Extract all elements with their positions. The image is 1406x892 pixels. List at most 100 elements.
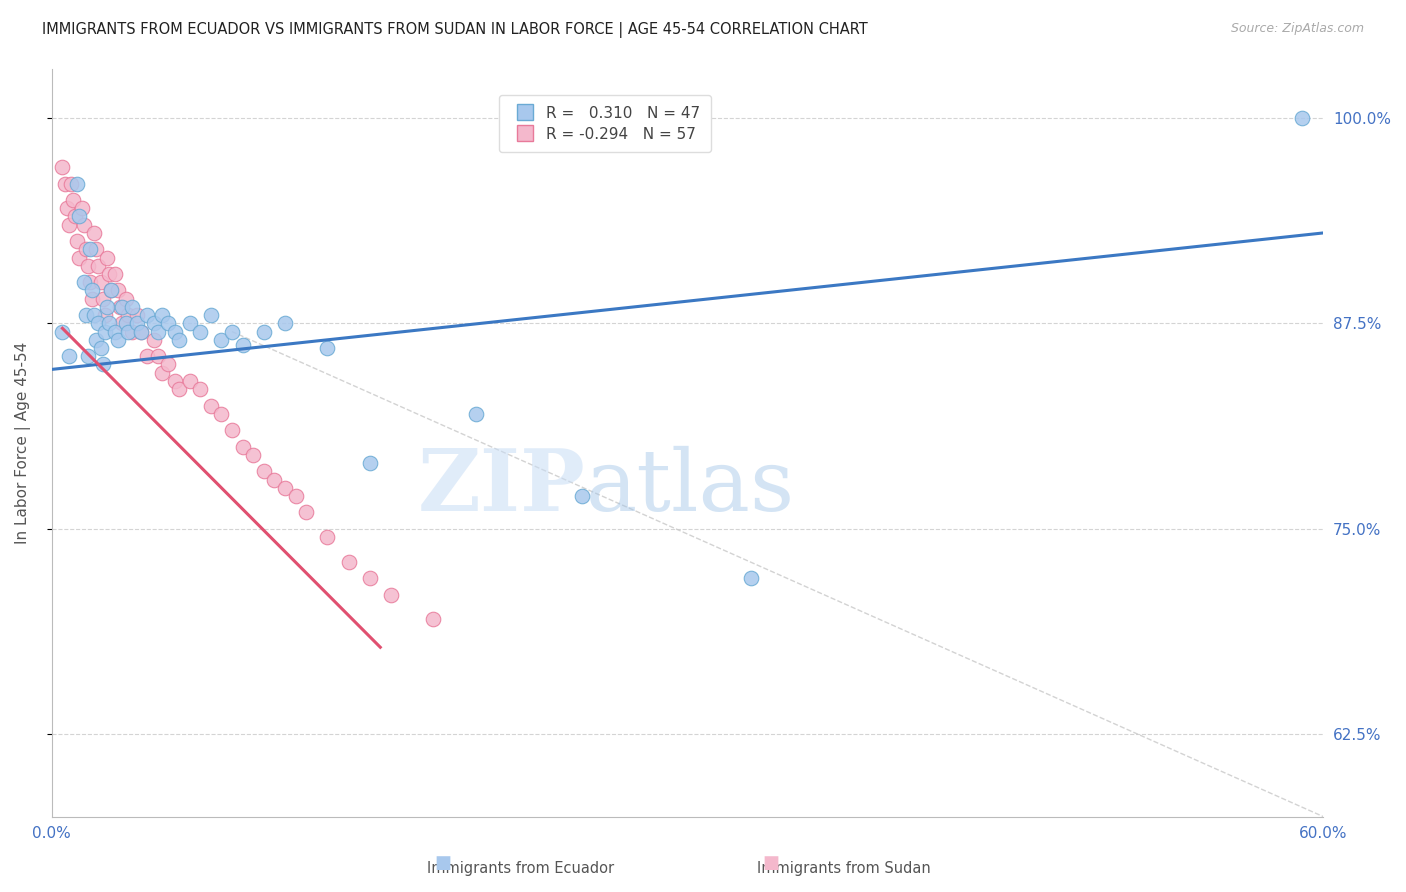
Point [51,325,73,339]
Point [163,325,186,339]
Point [94,325,117,339]
Point [62,193,84,207]
Point [82,292,104,306]
Point [66,234,89,248]
Point [75,243,97,257]
Point [136,308,159,322]
Point [96,300,118,314]
Point [129,325,152,339]
Point [359,571,381,585]
Point [232,440,254,454]
Point [136,349,159,363]
Point [200,399,222,413]
Point [63,210,86,224]
Point [67,210,90,224]
Point [571,489,593,503]
Point [121,300,143,314]
Point [86,243,108,257]
Point [98,317,121,331]
Point [125,317,148,331]
Point [295,505,318,519]
Point [221,325,243,339]
Point [87,317,110,331]
Point [150,308,173,322]
Point [86,333,108,347]
Point [253,464,276,478]
Point [96,251,118,265]
Point [464,407,486,421]
Text: Immigrants from Ecuador: Immigrants from Ecuador [426,861,614,876]
Point [111,300,134,314]
Point [83,308,105,322]
Point [104,267,127,281]
Point [100,284,122,298]
Point [167,382,190,396]
Point [740,571,762,585]
Point [232,337,254,351]
Legend: R =   0.310   N = 47, R = -0.294   N = 57: R = 0.310 N = 47, R = -0.294 N = 57 [499,95,711,153]
Point [253,325,276,339]
Point [221,423,243,437]
Point [111,317,134,331]
Point [79,243,101,257]
Point [146,349,169,363]
Point [90,341,112,355]
Point [83,226,105,240]
Text: atlas: atlas [586,446,794,529]
Point [91,292,114,306]
Point [316,530,339,544]
Point [98,267,121,281]
Point [104,325,127,339]
Point [79,275,101,289]
Point [108,300,131,314]
Point [242,448,264,462]
Point [53,177,76,191]
Point [59,177,82,191]
Text: ■: ■ [434,855,451,872]
Point [125,308,148,322]
Point [179,317,201,331]
Point [115,317,138,331]
Point [91,358,114,372]
Point [157,358,180,372]
Y-axis label: In Labor Force | Age 45-54: In Labor Force | Age 45-54 [15,342,31,544]
Point [188,382,211,396]
Point [76,259,98,273]
Point [209,333,232,347]
Point [380,588,402,602]
Point [58,349,80,363]
Point [87,259,110,273]
Text: ZIP: ZIP [418,445,586,530]
Point [263,473,285,487]
Point [67,251,90,265]
Point [107,284,129,298]
Point [129,325,152,339]
Text: ■: ■ [762,855,779,872]
Point [90,275,112,289]
Point [337,555,360,569]
Point [274,481,297,495]
Text: Source: ZipAtlas.com: Source: ZipAtlas.com [1230,22,1364,36]
Point [55,201,77,215]
Point [179,374,201,388]
Point [150,366,173,380]
Point [422,612,444,626]
Point [107,333,129,347]
Point [100,284,122,298]
Point [72,275,94,289]
Point [146,325,169,339]
Point [117,308,139,322]
Point [163,374,186,388]
Point [284,489,307,503]
Point [76,349,98,363]
Point [142,333,165,347]
Point [316,341,339,355]
Point [51,160,73,174]
Point [82,284,104,298]
Point [66,177,89,191]
Point [167,333,190,347]
Text: Immigrants from Sudan: Immigrants from Sudan [756,861,931,876]
Point [72,218,94,232]
Point [359,456,381,470]
Point [75,308,97,322]
